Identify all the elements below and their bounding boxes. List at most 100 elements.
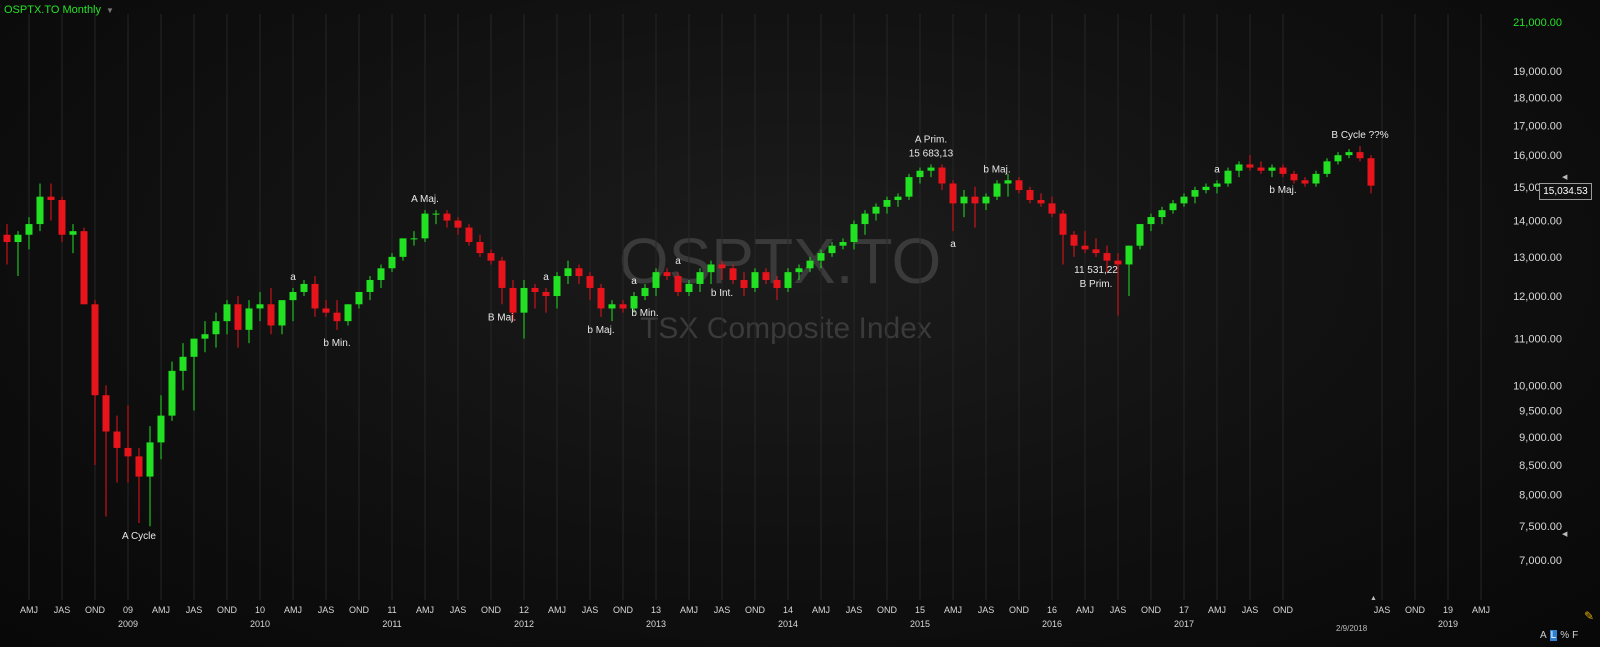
- x-tick-label: AMJ: [20, 605, 38, 615]
- annotation-label: 11 531,22: [1074, 265, 1118, 276]
- candle-body: [80, 231, 88, 305]
- pencil-icon[interactable]: ✎: [1584, 609, 1595, 623]
- x-tick-label: OND: [613, 605, 634, 615]
- x-tick-label: 19: [1443, 605, 1453, 615]
- candle-body: [1191, 190, 1199, 197]
- y-tick-label: 16,000.00: [1513, 150, 1562, 162]
- candle-body: [14, 234, 22, 243]
- candle-body: [707, 264, 715, 273]
- candle-body: [377, 268, 385, 280]
- candle-body: [960, 196, 968, 204]
- x-tick-label: JAS: [186, 605, 203, 615]
- candle-body: [630, 296, 638, 309]
- x-tick-label: OND: [1405, 605, 1426, 615]
- x-tick-label: AMJ: [284, 605, 302, 615]
- candle-body: [245, 308, 253, 330]
- candle-body: [1235, 164, 1243, 171]
- candle-body: [1015, 180, 1023, 191]
- x-tick-label: 17: [1179, 605, 1189, 615]
- x-tick-label: JAS: [450, 605, 467, 615]
- x-tick-label: JAS: [714, 605, 731, 615]
- chart-title-bar[interactable]: OSPTX.TO Monthly ▼: [4, 2, 114, 18]
- candle-body: [828, 245, 836, 254]
- last-price-badge: 15,034.53: [1539, 183, 1592, 200]
- x-tick-label: JAS: [582, 605, 599, 615]
- candle-body: [410, 238, 418, 240]
- scale-fit-button[interactable]: F: [1572, 630, 1579, 641]
- x-tick-label: OND: [745, 605, 766, 615]
- candle-body: [124, 447, 132, 457]
- annotation-label: a: [290, 272, 296, 283]
- y-tick-label: 18,000.00: [1513, 92, 1562, 104]
- x-year-label: 2019: [1438, 619, 1458, 629]
- annotation-label: a: [543, 272, 549, 283]
- candle-body: [1356, 152, 1364, 159]
- candle-body: [1246, 164, 1254, 168]
- candle-body: [1103, 253, 1111, 261]
- candle-body: [740, 279, 748, 288]
- candle-body: [311, 283, 319, 309]
- candle-body: [366, 279, 374, 292]
- axis-arrow-up-icon[interactable]: ▲: [1370, 595, 1377, 602]
- candle-body: [421, 213, 429, 239]
- candle-body: [883, 200, 891, 207]
- y-tick-label: 11,000.00: [1514, 334, 1562, 346]
- candle-body: [58, 200, 66, 235]
- x-tick-label: OND: [1009, 605, 1030, 615]
- scale-percent-button[interactable]: %: [1560, 630, 1570, 641]
- x-tick-label: OND: [1273, 605, 1294, 615]
- candle-body: [91, 304, 99, 396]
- x-year-label: 2017: [1174, 619, 1194, 629]
- candle-body: [190, 338, 198, 357]
- candle-body: [289, 291, 297, 301]
- symbol-label: OSPTX.TO: [4, 4, 60, 16]
- candle-body: [1202, 186, 1210, 191]
- candle-body: [927, 167, 935, 171]
- candle-body: [553, 276, 561, 297]
- x-tick-label: OND: [877, 605, 898, 615]
- x-tick-label: OND: [1141, 605, 1162, 615]
- candle-body: [1026, 190, 1034, 201]
- annotation-label: B Maj.: [488, 312, 516, 323]
- x-year-label: 2010: [250, 619, 270, 629]
- y-tick-label: 7,000.00: [1519, 555, 1562, 567]
- candle-body: [762, 272, 770, 280]
- axis-arrow-left-icon[interactable]: ◀: [1562, 174, 1568, 181]
- candle-body: [179, 356, 187, 371]
- candle-body: [905, 177, 913, 197]
- candle-body: [795, 268, 803, 273]
- candle-body: [1213, 183, 1221, 187]
- annotation-label: a: [631, 276, 637, 287]
- candle-body: [839, 242, 847, 246]
- candle-body: [850, 224, 858, 243]
- y-tick-label: 7,500.00: [1519, 521, 1562, 533]
- candle-body: [872, 206, 880, 214]
- candle-body: [784, 272, 792, 288]
- candle-body: [487, 253, 495, 261]
- x-year-label: 2016: [1042, 619, 1062, 629]
- x-tick-label: 10: [255, 605, 265, 615]
- candle-body: [861, 213, 869, 225]
- x-year-label: 2015: [910, 619, 930, 629]
- axis-arrow-left-icon[interactable]: ◀: [1562, 531, 1568, 538]
- chevron-down-icon[interactable]: ▼: [106, 5, 114, 15]
- x-tick-label: AMJ: [1208, 605, 1226, 615]
- candle-body: [146, 442, 154, 477]
- candle-body: [1279, 167, 1287, 174]
- x-tick-label: AMJ: [680, 605, 698, 615]
- candle-body: [982, 196, 990, 204]
- candle-body: [1004, 180, 1012, 184]
- candle-body: [619, 304, 627, 309]
- x-tick-label: 15: [915, 605, 925, 615]
- candle-body: [1290, 173, 1298, 181]
- x-tick-label: OND: [85, 605, 106, 615]
- scale-log-button[interactable]: L: [1549, 630, 1558, 641]
- x-tick-label: JAS: [1242, 605, 1259, 615]
- scale-auto-button[interactable]: A: [1540, 630, 1547, 641]
- y-tick-label: 9,000.00: [1519, 432, 1562, 444]
- annotation-label: A Cycle: [122, 531, 156, 542]
- x-tick-label: JAS: [54, 605, 71, 615]
- candle-body: [520, 287, 528, 313]
